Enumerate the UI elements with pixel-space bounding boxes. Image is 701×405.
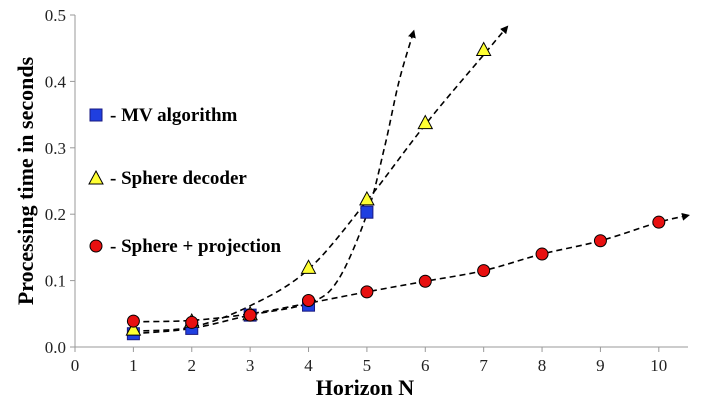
x-tick-label: 3 (246, 356, 255, 375)
trend-line-1 (133, 29, 416, 335)
x-tick-label: 10 (650, 356, 667, 375)
data-point-circle (126, 314, 140, 328)
trend-line-2 (133, 25, 509, 332)
data-point-circle (185, 315, 199, 329)
axes: 0.0 0.1 0.2 0.3 0.4 0.5 0 1 2 3 4 5 6 7 8 9 10 (45, 6, 688, 375)
data-point-circle (477, 264, 491, 278)
legend-marker-circle (89, 239, 103, 253)
data-point-circle (243, 308, 257, 322)
data-point-circle (360, 285, 374, 299)
data-point-triangle (300, 259, 317, 274)
y-axis-title: Processing time in seconds (13, 56, 38, 305)
y-tick-label: 0.5 (45, 6, 66, 25)
data-point-circle (302, 294, 316, 308)
x-tick-label: 2 (188, 356, 197, 375)
legend-marker-triangle (88, 169, 104, 185)
data-point-circle (652, 215, 666, 229)
y-tick-label: 0.1 (45, 272, 66, 291)
x-tick-label: 6 (421, 356, 430, 375)
legend-marker-square (89, 108, 103, 122)
data-point-triangle (125, 321, 142, 336)
y-tick-label: 0.4 (45, 72, 67, 91)
data-points (125, 41, 666, 341)
data-point-triangle (417, 114, 434, 130)
data-point-circle (418, 274, 432, 288)
y-tick-label: 0.2 (45, 205, 66, 224)
x-tick-label: 0 (71, 356, 80, 375)
x-tick-label: 5 (363, 356, 372, 375)
y-tick-label: 0.3 (45, 139, 66, 158)
x-axis-title: Horizon N (316, 375, 414, 400)
legend-label: - Sphere + projection (110, 236, 282, 257)
x-tick-label: 8 (538, 356, 547, 375)
trend-line-3 (133, 212, 690, 323)
legend: - MV algorithm - Sphere decoder - Sphere +… (88, 105, 282, 257)
data-point-triangle (475, 41, 492, 57)
x-tick-label: 1 (129, 356, 138, 375)
data-point-circle (535, 247, 549, 261)
data-point-square (360, 205, 374, 219)
legend-label: - Sphere decoder (110, 168, 247, 189)
x-tick-label: 7 (479, 356, 488, 375)
legend-label: - MV algorithm (110, 105, 238, 126)
data-point-circle (593, 234, 607, 248)
y-tick-label: 0.0 (45, 338, 66, 357)
x-tick-label: 9 (596, 356, 605, 375)
x-tick-label: 4 (304, 356, 313, 375)
data-point-triangle (359, 190, 375, 206)
